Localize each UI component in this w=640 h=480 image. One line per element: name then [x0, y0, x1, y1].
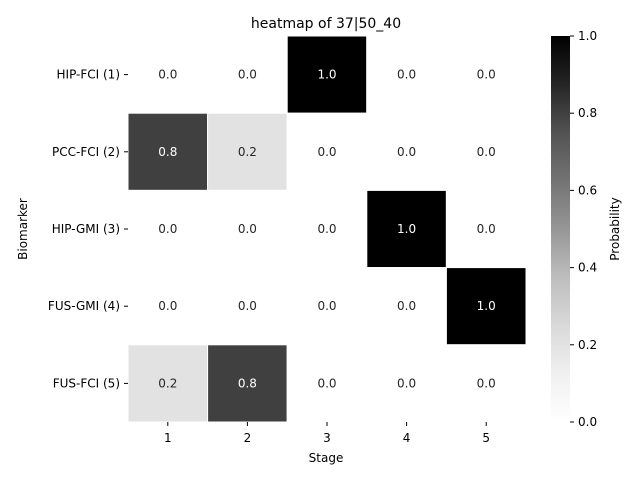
x-axis-ticks: 1 2 3 4 5 — [164, 422, 490, 445]
cell-value-label: 0.0 — [158, 222, 177, 236]
cell-value-label: 0.0 — [397, 299, 416, 313]
cell-value-label: 0.0 — [317, 222, 336, 236]
y-tick-label: FUS-FCI (5) — [53, 376, 120, 390]
colorbar-ticks: 0.0 0.2 0.4 0.6 0.8 1.0 — [570, 29, 597, 429]
x-tick-label: 2 — [244, 431, 252, 445]
colorbar-tick-label: 1.0 — [578, 29, 597, 43]
heatmap-cell — [445, 112, 527, 191]
heatmap-cell — [445, 267, 527, 346]
colorbar-tick-label: 0.0 — [578, 415, 597, 429]
heatmap-cell — [127, 112, 209, 191]
cell-value-label: 0.2 — [238, 145, 257, 159]
heatmap-cell — [366, 267, 447, 346]
cell-value-label: 0.0 — [397, 376, 416, 390]
heatmap-cell — [445, 189, 527, 269]
y-axis-ticks: HIP-FCI (1) PCC-FCI (2) HIP-GMI (3) FUS-GMI… — [48, 68, 128, 390]
x-tick-label: 4 — [403, 431, 411, 445]
x-tick-label: 1 — [164, 431, 172, 445]
heatmap-cell — [127, 344, 209, 423]
cell-value-label: 0.0 — [397, 68, 416, 82]
heatmap-cell — [286, 344, 368, 423]
cell-value-label: 0.0 — [317, 376, 336, 390]
heatmap-cell — [127, 35, 209, 114]
cell-value-label: 1.0 — [477, 299, 496, 313]
x-tick-label: 3 — [323, 431, 331, 445]
colorbar — [551, 36, 570, 422]
cell-value-label: 0.0 — [158, 299, 177, 313]
cell-value-label: 0.0 — [238, 68, 257, 82]
cell-value-label: 1.0 — [397, 222, 416, 236]
y-tick-label: HIP-GMI (3) — [52, 222, 120, 236]
heatmap-cell — [207, 267, 288, 346]
colorbar-label: Probability — [608, 197, 622, 260]
cell-value-label: 0.0 — [238, 222, 257, 236]
heatmap-cell — [207, 189, 288, 269]
heatmap-cell — [445, 344, 527, 423]
cell-value-label: 0.8 — [238, 376, 257, 390]
cell-value-label: 0.0 — [477, 222, 496, 236]
cell-value-label: 0.0 — [477, 376, 496, 390]
cell-value-label: 0.0 — [397, 145, 416, 159]
cell-value-label: 0.0 — [317, 299, 336, 313]
colorbar-tick-label: 0.4 — [578, 261, 597, 275]
y-tick-label: FUS-GMI (4) — [48, 299, 120, 313]
cell-value-label: 0.0 — [477, 145, 496, 159]
heatmap-cell-labels: 0.0 0.0 1.0 0.0 0.0 0.8 0.2 0.0 0.0 0.0 0.0 0.0 0.0 1… — [158, 68, 495, 391]
x-tick-label: 5 — [482, 431, 490, 445]
heatmap-cell — [286, 267, 368, 346]
cell-value-label: 0.2 — [158, 376, 177, 390]
colorbar-tick-label: 0.8 — [578, 106, 597, 120]
colorbar-tick-label: 0.2 — [578, 338, 597, 352]
cell-value-label: 0.0 — [477, 68, 496, 82]
y-tick-label: PCC-FCI (2) — [52, 145, 120, 159]
heatmap-cell — [366, 35, 447, 114]
cell-value-label: 0.0 — [317, 145, 336, 159]
heatmap-cell — [366, 189, 447, 269]
colorbar-tick-label: 0.6 — [578, 183, 597, 197]
cell-value-label: 0.8 — [158, 145, 177, 159]
cell-value-label: 0.0 — [238, 299, 257, 313]
x-axis-label: Stage — [309, 451, 344, 465]
heatmap-cells — [127, 35, 527, 423]
heatmap-cell — [286, 35, 368, 114]
heatmap-cell — [286, 189, 368, 269]
y-axis-label: Biomarker — [16, 198, 30, 260]
y-tick-label: HIP-FCI (1) — [57, 68, 121, 82]
heatmap-cell — [445, 35, 527, 114]
heatmap-cell — [207, 35, 288, 114]
heatmap-cell — [207, 344, 288, 423]
chart-title: heatmap of 37|50_40 — [251, 16, 401, 32]
cell-value-label: 1.0 — [317, 68, 336, 82]
heatmap-cell — [286, 112, 368, 191]
cell-value-label: 0.0 — [158, 68, 177, 82]
